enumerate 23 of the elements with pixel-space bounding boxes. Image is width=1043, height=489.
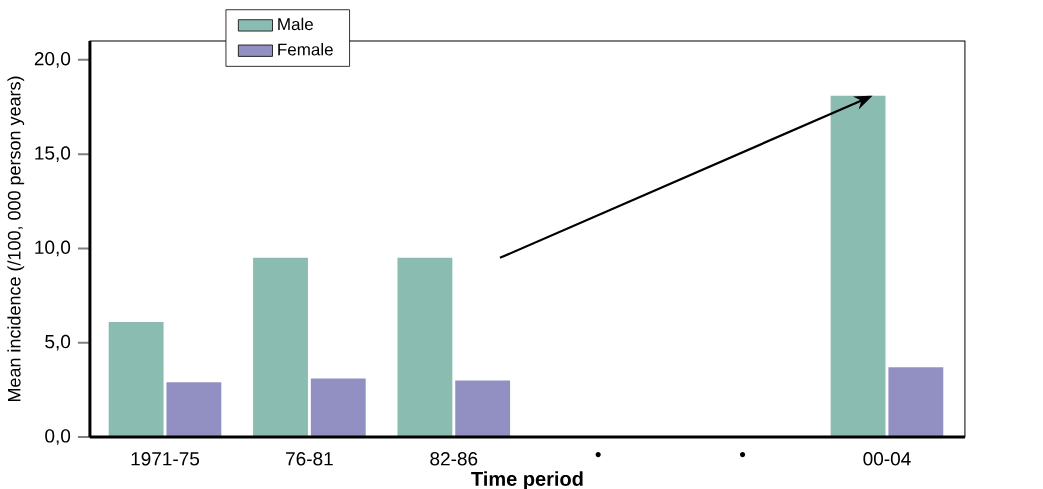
x-tick-label: 76-81	[286, 452, 333, 466]
x-tick-label: •	[740, 452, 746, 458]
bar	[455, 380, 511, 437]
y-axis-title: Mean incidence (/100, 000 person years)	[7, 76, 25, 402]
bar	[166, 382, 222, 437]
x-tick-label: 82-86	[430, 452, 478, 466]
bar	[888, 367, 944, 437]
x-axis-title: Time period	[471, 471, 583, 489]
bar	[830, 95, 886, 437]
y-tick-label: 5,0	[45, 334, 71, 351]
x-tick-label: 1971-75	[131, 452, 200, 466]
y-tick-label: 10,0	[35, 240, 71, 257]
legend-label: Female	[278, 43, 333, 56]
x-tick-label: •	[595, 452, 601, 458]
y-tick-label: 20,0	[34, 52, 71, 68]
y-tick-label: 0,0	[45, 429, 71, 445]
y-tick-label: 15,0	[35, 146, 71, 163]
bar	[310, 378, 366, 437]
legend-label: Male	[278, 17, 313, 31]
bar	[397, 257, 453, 437]
bar	[108, 321, 164, 437]
x-tick-label: 00-04	[863, 452, 911, 466]
bar	[253, 257, 308, 437]
